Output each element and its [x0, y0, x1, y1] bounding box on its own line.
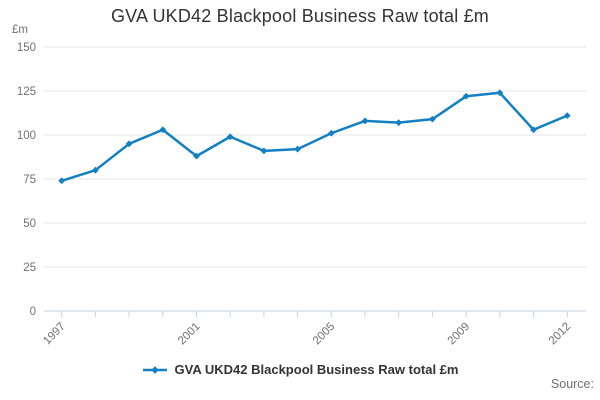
y-tick-label: 75 [23, 174, 36, 186]
y-tick-label: 100 [17, 130, 36, 142]
data-point-marker [193, 152, 200, 160]
legend-line-marker-icon [142, 365, 167, 374]
data-point-marker [429, 115, 436, 123]
legend-label: GVA UKD42 Blackpool Business Raw total £… [174, 362, 459, 377]
x-tick-label: 2005 [311, 321, 338, 348]
x-tick-label: 2012 [547, 321, 574, 348]
data-point-marker [92, 166, 99, 174]
y-tick-label: 125 [17, 86, 36, 98]
data-point-marker [395, 119, 403, 127]
y-tick-label: 50 [23, 218, 36, 230]
plot-area: 0 25 50 75 100 125 150 1997 2001 2005 2009 2012 [17, 42, 586, 348]
y-tick-label: 25 [23, 262, 36, 274]
data-point-marker [294, 145, 301, 153]
y-tick-label: 0 [30, 306, 36, 318]
data-point-marker [58, 177, 66, 185]
legend: GVA UKD42 Blackpool Business Raw total £… [0, 362, 600, 377]
data-point-marker [496, 89, 504, 97]
data-point-marker [530, 126, 537, 134]
chart-title: GVA UKD42 Blackpool Business Raw total £… [110, 6, 490, 26]
y-tick-label: 150 [17, 42, 36, 54]
x-tick-label: 1997 [41, 321, 68, 348]
data-point-marker [563, 112, 571, 120]
data-point-marker [226, 133, 234, 141]
x-tick-label: 2009 [446, 321, 473, 348]
series-line [60, 91, 569, 183]
data-point-marker [125, 140, 133, 148]
y-axis-unit-label: £m [12, 24, 28, 36]
source-label: Source: [550, 377, 594, 391]
x-tick-label: 2001 [176, 321, 203, 348]
data-point-marker [159, 126, 167, 134]
data-point-marker [462, 92, 470, 100]
data-point-marker [260, 147, 268, 155]
data-point-marker [361, 117, 369, 125]
data-point-marker [327, 129, 335, 137]
